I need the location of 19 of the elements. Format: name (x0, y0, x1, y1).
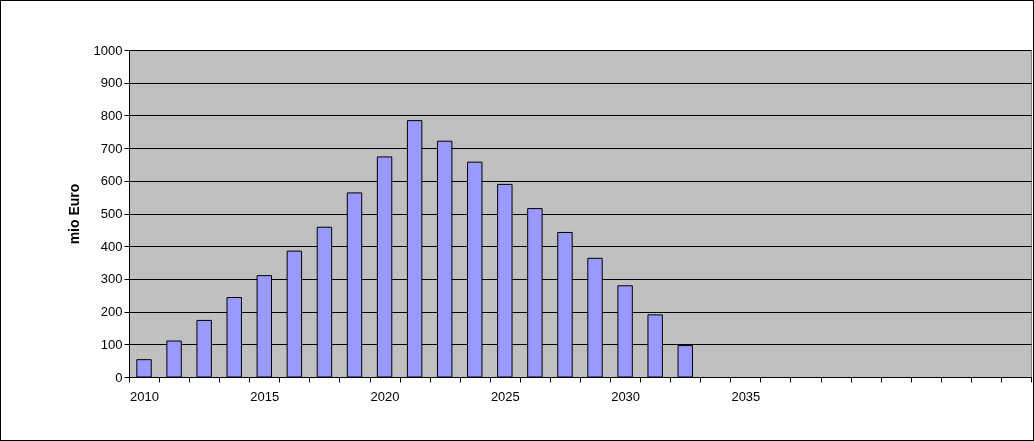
x-tick-label: 2010 (130, 388, 159, 404)
y-tick-label: 100 (100, 336, 123, 352)
y-tick-label: 700 (100, 140, 123, 156)
x-tick-label: 2020 (370, 388, 400, 404)
y-tick-label: 1000 (93, 42, 123, 58)
y-axis-title: mio Euro (65, 183, 82, 245)
y-tick-label: 600 (100, 173, 123, 189)
y-tick-label: 500 (100, 206, 123, 221)
y-tick-label: 200 (100, 304, 123, 320)
y-tick-label: 800 (100, 107, 123, 123)
x-tick-label: 2015 (250, 388, 280, 404)
x-tick-label: 2025 (490, 388, 520, 404)
x-tick-label: 2030 (611, 388, 641, 404)
bar (136, 359, 152, 378)
x-tick-label: 2035 (731, 388, 761, 404)
y-tick-label: 900 (100, 75, 123, 91)
y-tick-label: 0 (115, 369, 123, 385)
y-tick-label: 400 (100, 238, 123, 254)
y-tick-label: 300 (100, 271, 123, 287)
